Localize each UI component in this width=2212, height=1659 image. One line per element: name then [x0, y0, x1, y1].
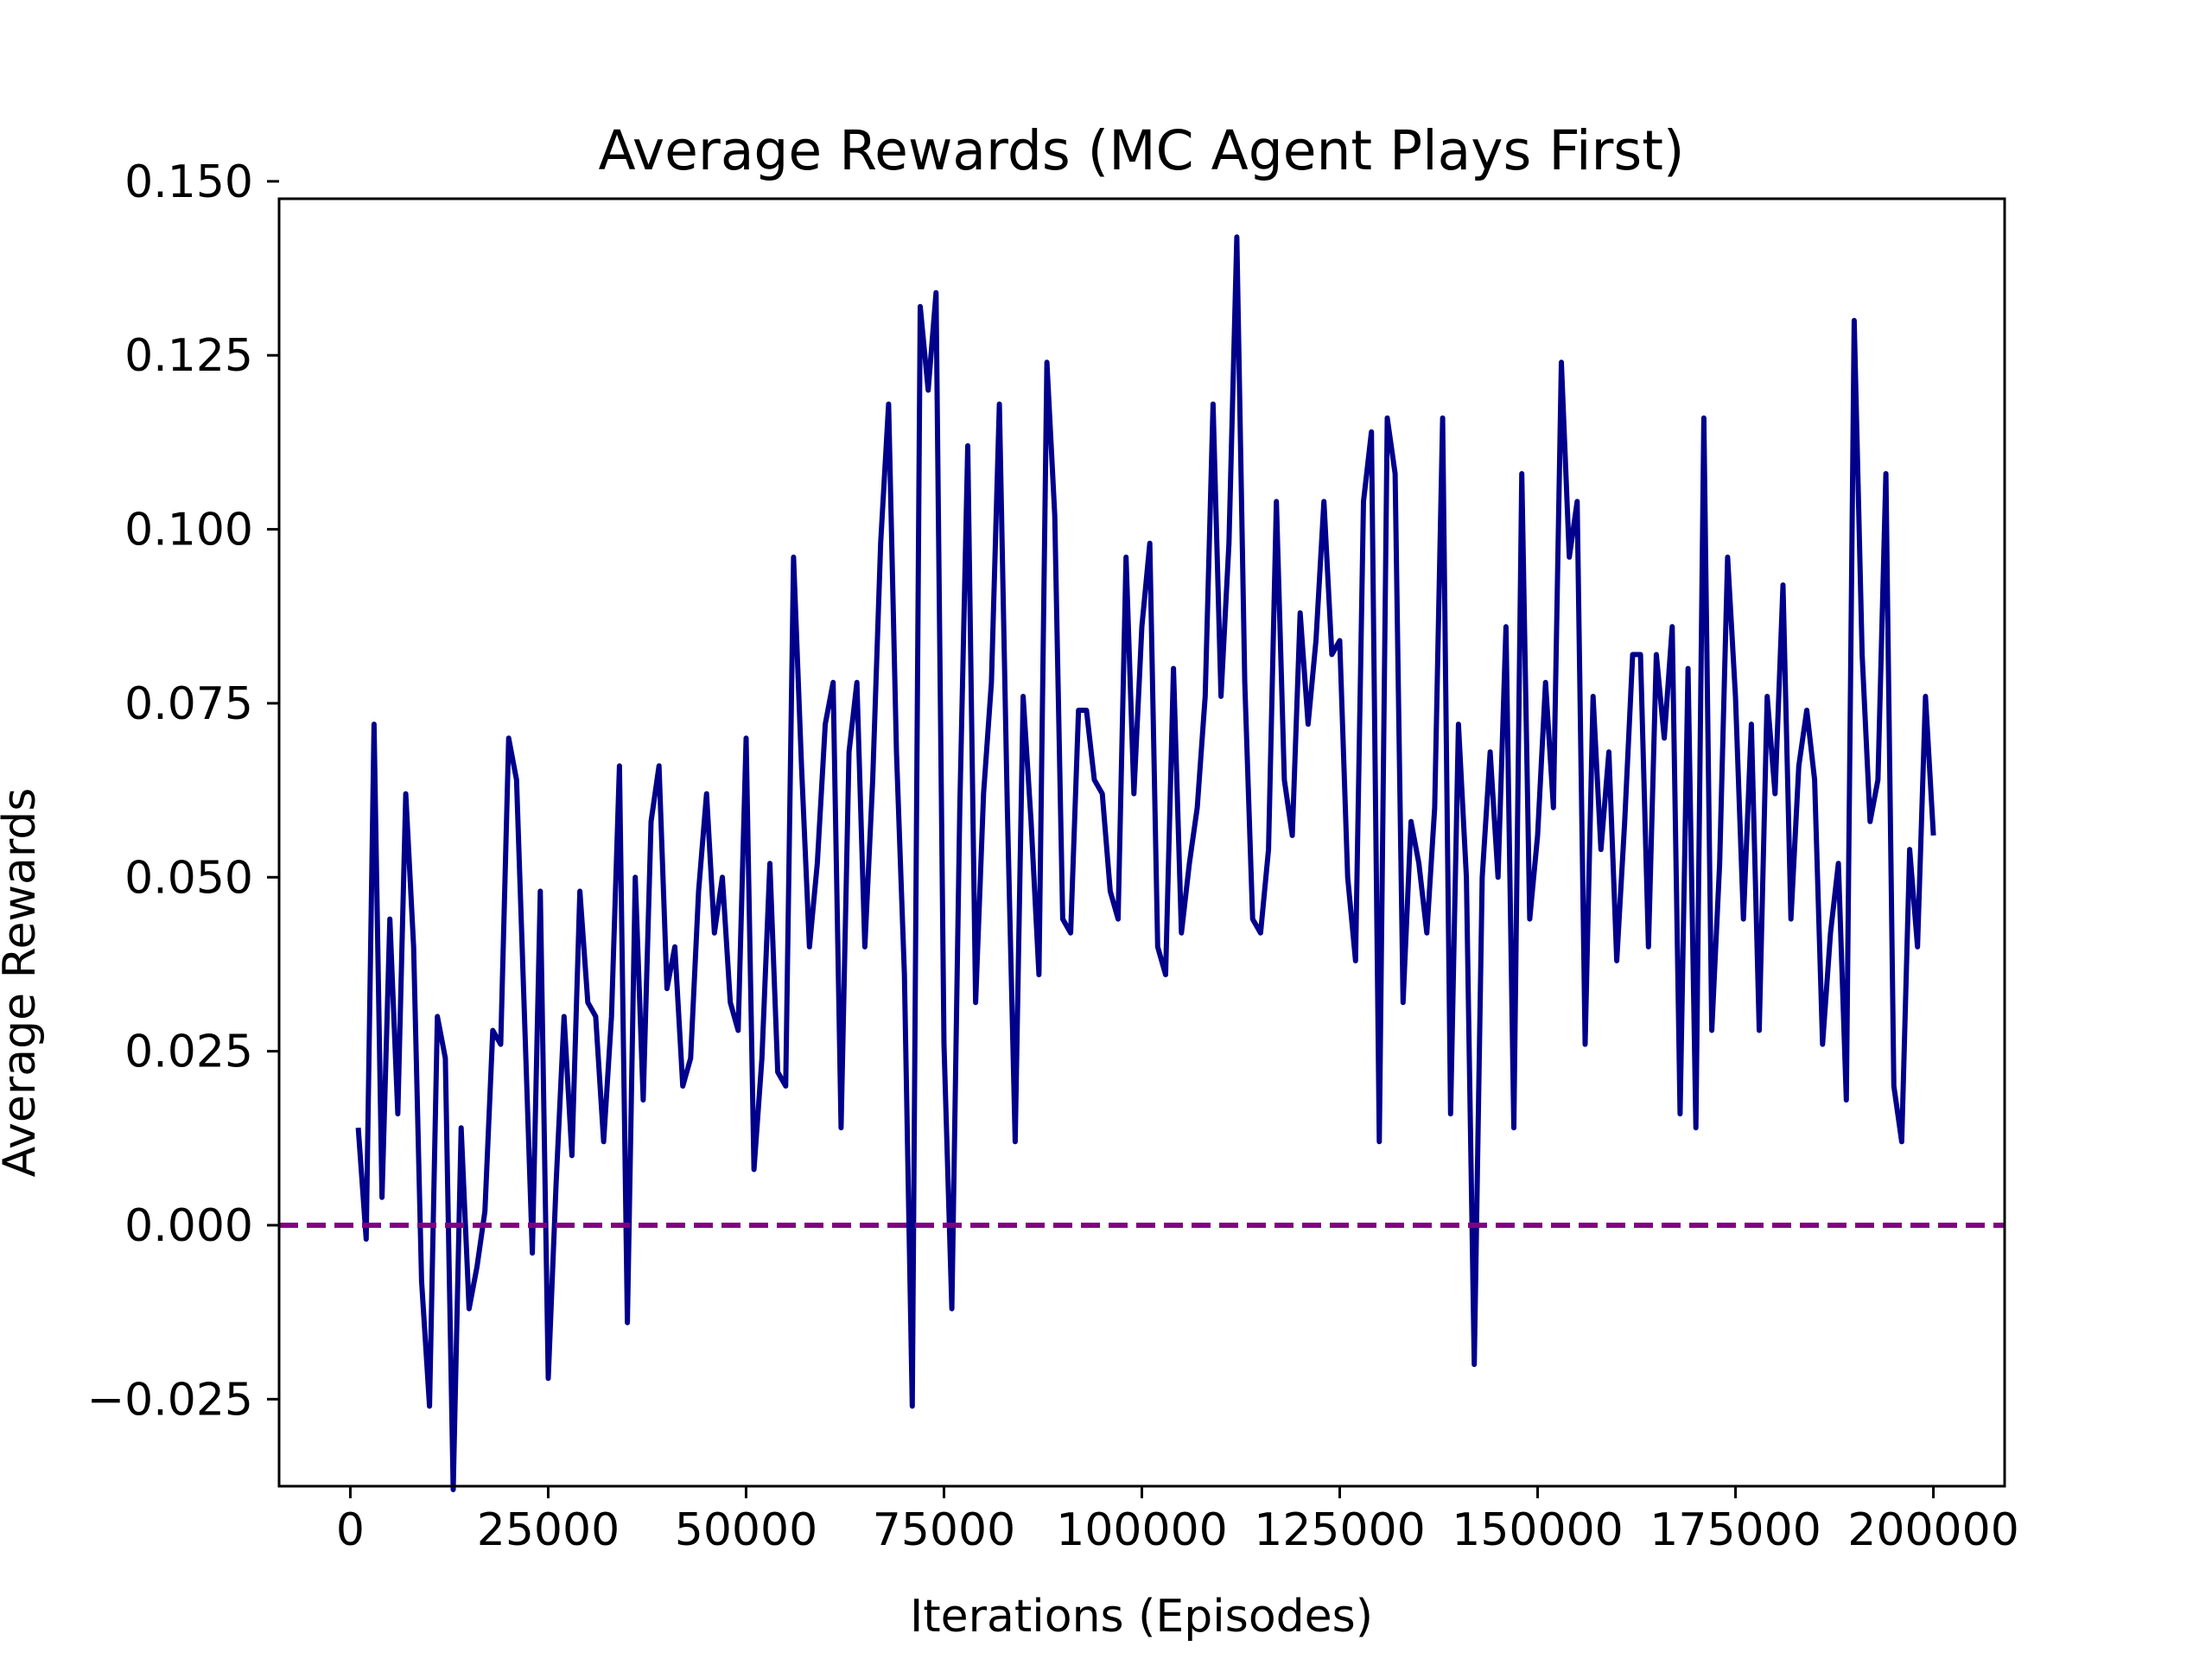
x-tick-label: 75000: [873, 1504, 1015, 1556]
x-tick-label: 25000: [477, 1504, 620, 1556]
x-axis-label: Iterations (Episodes): [910, 1591, 1373, 1643]
y-tick-label: 0.100: [124, 505, 253, 556]
axes-frame: [277, 197, 2006, 1488]
y-axis-label: Average Rewards: [0, 788, 46, 1178]
y-tick-label: 0.150: [124, 156, 253, 208]
y-tick-label: 0.025: [124, 1027, 253, 1078]
chart-title: Average Rewards (MC Agent Plays First): [598, 119, 1684, 182]
x-tick-label: 50000: [675, 1504, 817, 1556]
axis-ticks: 0 25000 50000 75000 100000 125000 150000 175000…: [87, 156, 2019, 1556]
x-tick-label: 150000: [1452, 1504, 1624, 1556]
y-tick-label: 0.075: [124, 678, 253, 730]
y-tick-label: 0.000: [124, 1200, 253, 1252]
x-tick-label: 175000: [1649, 1504, 1821, 1556]
y-tick-label: 0.050: [124, 852, 253, 904]
y-tick-label: −0.025: [87, 1374, 253, 1426]
series-line-average-rewards: [355, 234, 1936, 1492]
plot-area: [279, 234, 2005, 1492]
y-tick-label: 0.125: [124, 330, 253, 382]
x-tick-label: 200000: [1847, 1504, 2019, 1556]
x-tick-label: 0: [336, 1504, 365, 1556]
x-tick-label: 100000: [1056, 1504, 1228, 1556]
x-tick-label: 125000: [1254, 1504, 1426, 1556]
